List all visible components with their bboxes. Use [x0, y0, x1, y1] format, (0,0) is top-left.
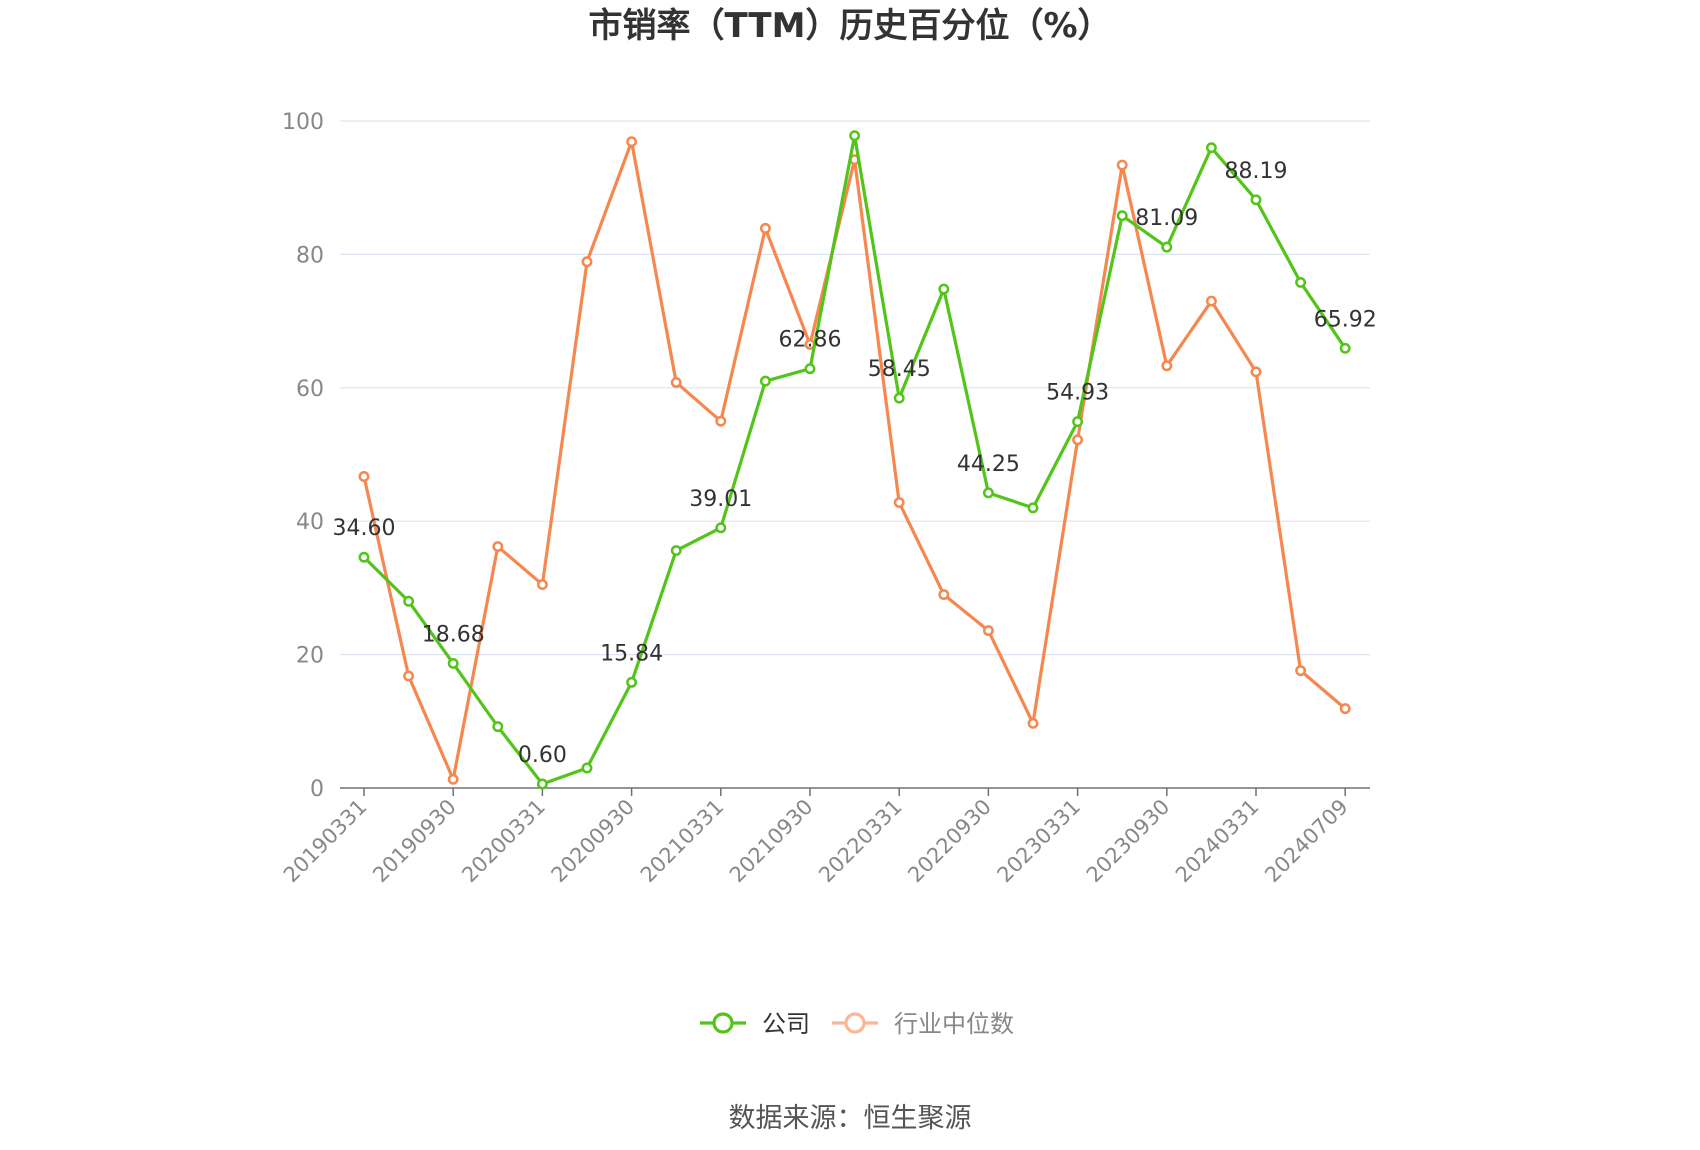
data-point — [1072, 434, 1084, 446]
legend-item-1[interactable]: 行业中位数 — [832, 1010, 1014, 1038]
data-point — [1295, 276, 1307, 288]
x-tick-label: 20210331 — [636, 795, 729, 888]
data-point — [1116, 159, 1128, 171]
source-note: 数据来源：恒生聚源 — [729, 1103, 972, 1134]
x-tick-label: 20220331 — [814, 795, 907, 888]
data-labels: 34.60 18.68 0.60 15.84 39.01 62.86 58.45 44.25 5… — [333, 159, 1377, 768]
x-tick-label: 20200930 — [547, 795, 640, 888]
data-point — [492, 541, 504, 552]
x-tick-label: 20230930 — [1082, 795, 1175, 888]
data-label: 65.92 — [1314, 307, 1377, 332]
data-point — [403, 670, 415, 682]
data-point — [804, 363, 816, 375]
chart-title: 市销率（TTM）历史百分位（%） — [588, 6, 1111, 46]
data-point — [1205, 142, 1217, 154]
y-tick-label: 100 — [282, 110, 324, 135]
y-tick-label: 20 — [296, 644, 324, 669]
x-tick-label: 20200331 — [457, 795, 550, 888]
data-point — [626, 136, 638, 148]
x-axis: 2019033120190930202003312020093020210331… — [279, 787, 1370, 888]
data-point — [1205, 295, 1217, 307]
data-point — [715, 415, 727, 427]
x-tick-label: 20240331 — [1171, 795, 1264, 888]
series-layer — [358, 130, 1351, 790]
data-point — [1161, 241, 1173, 253]
data-point — [1339, 703, 1351, 715]
x-tick-label: 20230331 — [993, 795, 1086, 888]
data-point — [1161, 360, 1173, 372]
data-point — [982, 487, 994, 499]
data-point — [670, 377, 682, 388]
data-point — [1339, 342, 1351, 354]
data-point — [893, 392, 905, 404]
data-label: 39.01 — [689, 487, 752, 512]
data-label: 44.25 — [957, 452, 1020, 477]
grid-lines — [340, 120, 1370, 656]
data-point — [938, 589, 950, 601]
data-point — [447, 657, 459, 669]
legend-label: 行业中位数 — [894, 1010, 1014, 1038]
legend-marker — [712, 1012, 734, 1034]
data-label: 15.84 — [600, 641, 663, 666]
data-point — [982, 625, 994, 637]
data-point — [759, 222, 771, 234]
data-point — [358, 551, 370, 563]
data-label: 18.68 — [422, 622, 485, 647]
data-label: 81.09 — [1135, 206, 1198, 231]
y-tick-label: 40 — [296, 510, 324, 535]
series-line-1 — [362, 140, 1347, 781]
data-point — [536, 579, 548, 591]
data-point — [626, 676, 638, 688]
x-tick-label: 20190930 — [368, 795, 461, 888]
data-point — [1072, 416, 1084, 428]
data-point — [759, 375, 771, 387]
data-point — [1027, 717, 1039, 729]
data-point — [715, 522, 727, 534]
data-point — [1295, 665, 1307, 677]
data-point — [447, 773, 459, 785]
legend-item-0[interactable]: 公司 — [700, 1010, 810, 1038]
data-point — [536, 778, 548, 790]
legend[interactable]: 公司 行业中位数 — [700, 1010, 1014, 1038]
data-point — [581, 762, 593, 774]
y-tick-label: 0 — [310, 777, 324, 802]
data-point — [938, 283, 950, 295]
data-label: 58.45 — [868, 357, 931, 382]
data-label: 62.86 — [779, 328, 842, 353]
data-point — [1027, 502, 1039, 514]
data-label: 34.60 — [333, 516, 396, 541]
data-point — [893, 497, 905, 508]
y-axis-ticks: 0 20 40 60 80 100 — [282, 110, 324, 802]
data-point — [358, 471, 370, 482]
data-point — [581, 256, 593, 268]
data-label: 88.19 — [1225, 159, 1288, 184]
x-tick-label: 20190331 — [279, 795, 372, 888]
series-line-0 — [362, 134, 1347, 786]
legend-marker — [844, 1012, 866, 1034]
data-point — [403, 595, 415, 607]
data-point — [1250, 194, 1262, 206]
x-tick-label: 20240709 — [1260, 795, 1353, 888]
y-tick-label: 80 — [296, 243, 324, 268]
data-point — [670, 545, 682, 556]
x-tick-label: 20220930 — [903, 795, 996, 888]
data-point — [849, 130, 861, 142]
data-label: 0.60 — [518, 743, 567, 768]
data-label: 54.93 — [1046, 381, 1109, 406]
data-point — [492, 721, 504, 733]
data-point — [1116, 210, 1128, 222]
data-point — [1250, 366, 1262, 378]
y-tick-label: 60 — [296, 377, 324, 402]
legend-label: 公司 — [762, 1010, 810, 1038]
x-tick-label: 20210930 — [725, 795, 818, 888]
